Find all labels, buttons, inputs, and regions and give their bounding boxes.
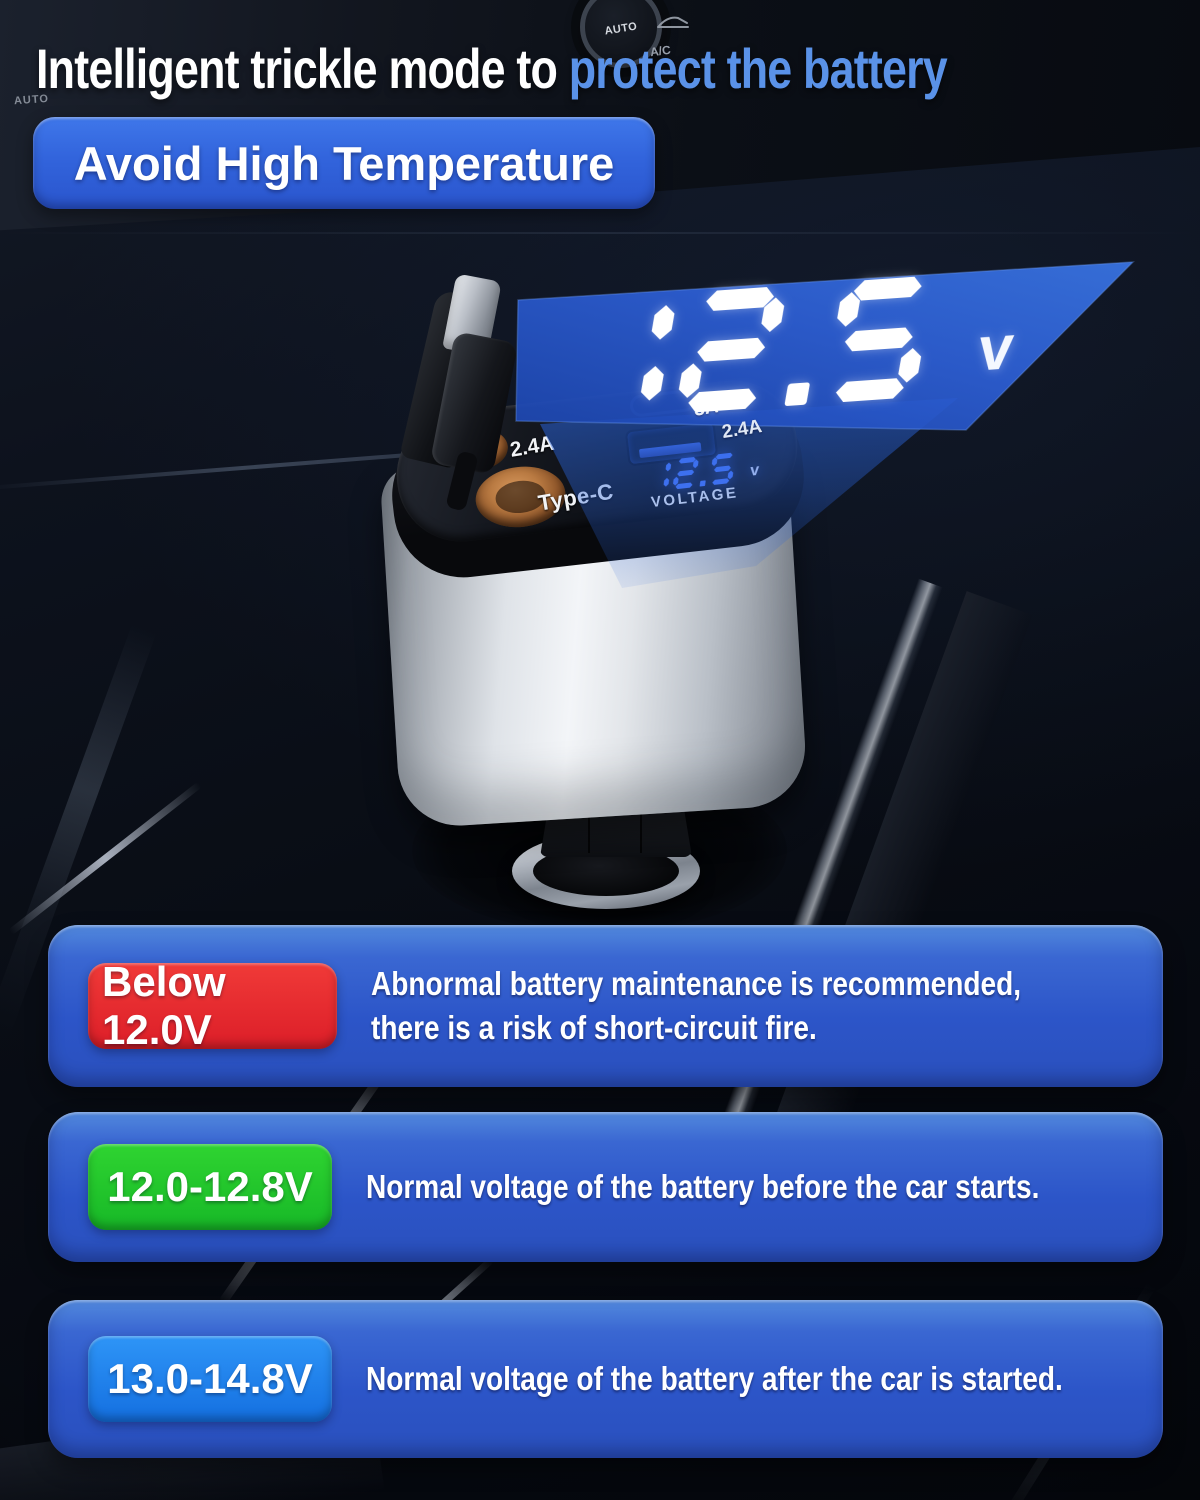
hinge-seam (588, 797, 590, 853)
voltage-info-card-normal: 12.0-12.8V Normal voltage of the battery… (48, 1112, 1163, 1262)
hinge-seam (640, 797, 642, 853)
auto-climate-knob: AUTO (580, 0, 662, 68)
heading-badge-label: Avoid High Temperature (73, 136, 615, 190)
voltage-badge-low: Below 12.0V (88, 958, 337, 1053)
floating-display-unit: v (975, 312, 1017, 385)
voltage-badge-normal: 12.0-12.8V (88, 1144, 332, 1230)
floating-display: v (552, 270, 1017, 422)
floating-display-digits (552, 274, 967, 422)
avoid-high-temperature-badge: Avoid High Temperature (33, 117, 655, 209)
voltage-info-text-low: Abnormal battery maintenance is recommen… (370, 965, 1021, 1046)
title-white-part: Intelligent trickle mode to (36, 37, 558, 100)
car-hood-icon (656, 12, 690, 37)
title-blue-part: protect the battery (557, 37, 948, 100)
projection-beam (540, 398, 958, 588)
page-title: Intelligent trickle mode to protect the … (36, 36, 948, 101)
voltage-info-card-running: 13.0-14.8V Normal voltage of the battery… (48, 1300, 1163, 1458)
voltage-info-text-running: Normal voltage of the battery after the … (366, 1360, 1063, 1398)
floating-voltage-panel (515, 261, 1135, 431)
voltage-badge-running: 13.0-14.8V (88, 1336, 332, 1422)
voltage-info-text-normal: Normal voltage of the battery before the… (366, 1168, 1040, 1206)
voltage-info-card-low: Below 12.0V Abnormal battery maintenance… (48, 925, 1163, 1087)
